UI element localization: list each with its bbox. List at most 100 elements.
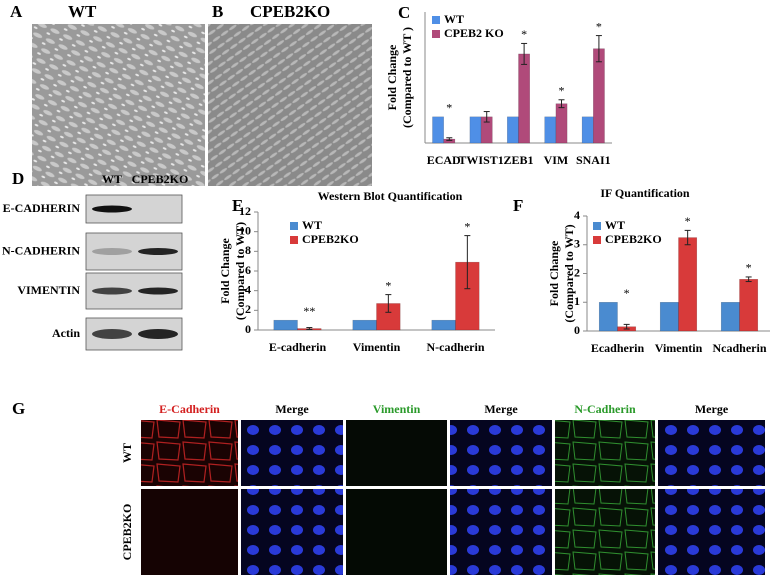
fluorescence-image — [555, 420, 655, 486]
band — [92, 205, 132, 213]
bar — [469, 116, 482, 144]
bar — [659, 302, 679, 332]
significance: * — [746, 261, 752, 275]
bar — [678, 237, 698, 332]
panel-label: C — [398, 3, 410, 22]
lane-label: CPEB2KO — [132, 172, 189, 186]
panel-title: CPEB2KO — [250, 2, 330, 21]
error-bar — [558, 99, 565, 109]
row-label: CPEB2KO — [120, 504, 134, 561]
y-tick-label: 4 — [574, 208, 580, 222]
error-bar — [464, 235, 471, 290]
significance: * — [624, 286, 630, 300]
fluorescence-image — [450, 420, 552, 486]
error-bar — [623, 323, 630, 330]
column-label: N-Cadherin — [574, 402, 636, 416]
y-tick-label: 12 — [239, 204, 251, 218]
bar — [593, 48, 605, 144]
legend-label: CPEB2KO — [605, 232, 662, 246]
error-bar — [483, 111, 490, 123]
row-label: WT — [120, 443, 134, 463]
x-tick-label: Vimentin — [353, 340, 401, 354]
significance: * — [685, 214, 691, 228]
error-bar — [684, 229, 691, 246]
y-tick-label: 2 — [574, 265, 580, 279]
band — [138, 248, 178, 255]
legend-label: WT — [605, 218, 625, 232]
y-tick-label: 4 — [245, 282, 251, 296]
y-axis-label: Fold Change — [547, 240, 561, 306]
band — [92, 287, 132, 295]
error-bar — [521, 42, 528, 65]
blot-label: VIMENTIN — [17, 283, 80, 297]
error-bar — [385, 294, 392, 313]
x-tick-label: SNAI1 — [576, 153, 611, 167]
legend-label: WT — [444, 12, 464, 26]
y-tick-label: 6 — [245, 263, 251, 277]
y-tick-label: 1 — [574, 294, 580, 308]
x-tick-label: ECAD — [427, 153, 461, 167]
legend-swatch — [432, 30, 440, 38]
fluorescence-image — [241, 420, 343, 486]
bar — [431, 319, 456, 331]
y-axis-label: (Compared to WT) — [562, 224, 576, 322]
bar — [432, 116, 444, 144]
error-bar — [595, 35, 602, 63]
significance: * — [446, 101, 452, 115]
bar — [739, 279, 759, 332]
legend-swatch — [432, 16, 440, 24]
chart-title: IF Quantification — [600, 186, 690, 200]
x-tick-label: TWIST1 — [458, 153, 503, 167]
legend-swatch — [593, 222, 601, 230]
legend-label: CPEB2 KO — [444, 26, 504, 40]
band — [138, 329, 178, 339]
band — [92, 248, 132, 255]
significance: ** — [303, 304, 315, 318]
y-tick-label: 3 — [574, 237, 580, 251]
legend-label: CPEB2KO — [302, 232, 359, 246]
panel-label: B — [212, 2, 223, 21]
blot-label: Actin — [52, 326, 80, 340]
micrograph — [208, 24, 372, 186]
fluorescence-image — [346, 420, 447, 486]
bar — [555, 103, 568, 144]
legend-swatch — [593, 236, 601, 244]
legend-swatch — [290, 236, 298, 244]
y-axis-label: Fold Change — [218, 237, 232, 303]
panel-title: WT — [68, 2, 97, 21]
significance: * — [385, 278, 391, 292]
y-tick-label: 0 — [245, 322, 251, 336]
fluorescence-image — [241, 489, 343, 575]
column-label: Vimentin — [373, 402, 421, 416]
legend-swatch — [290, 222, 298, 230]
fluorescence-image — [658, 420, 765, 486]
blot-label: N-CADHERIN — [2, 243, 80, 257]
fluorescence-image — [555, 489, 655, 575]
bar — [581, 116, 594, 144]
bar — [273, 319, 298, 331]
fluorescence-image — [141, 489, 238, 575]
y-axis-label: (Compared to WT) — [233, 222, 247, 320]
significance: * — [464, 219, 470, 233]
error-bar — [745, 276, 752, 283]
error-bar — [446, 137, 453, 141]
significance: * — [596, 19, 602, 33]
column-label: Merge — [275, 402, 309, 416]
panel-label: E — [232, 196, 243, 215]
x-tick-label: E-cadherin — [269, 340, 327, 354]
band — [138, 287, 178, 295]
band — [92, 329, 132, 339]
y-tick-label: 8 — [245, 243, 251, 257]
bar — [544, 116, 557, 144]
fluorescence-image — [450, 489, 552, 575]
significance: * — [559, 84, 565, 98]
chart-title: Western Blot Quantification — [318, 189, 463, 203]
column-label: E-Cadherin — [159, 402, 220, 416]
bar — [518, 53, 530, 144]
y-tick-label: 2 — [245, 302, 251, 316]
y-axis-label: Fold Change — [385, 44, 399, 110]
x-tick-label: Vimentin — [655, 341, 703, 355]
y-tick-label: 10 — [239, 223, 251, 237]
column-label: Merge — [484, 402, 518, 416]
x-tick-label: ZEB1 — [503, 153, 533, 167]
